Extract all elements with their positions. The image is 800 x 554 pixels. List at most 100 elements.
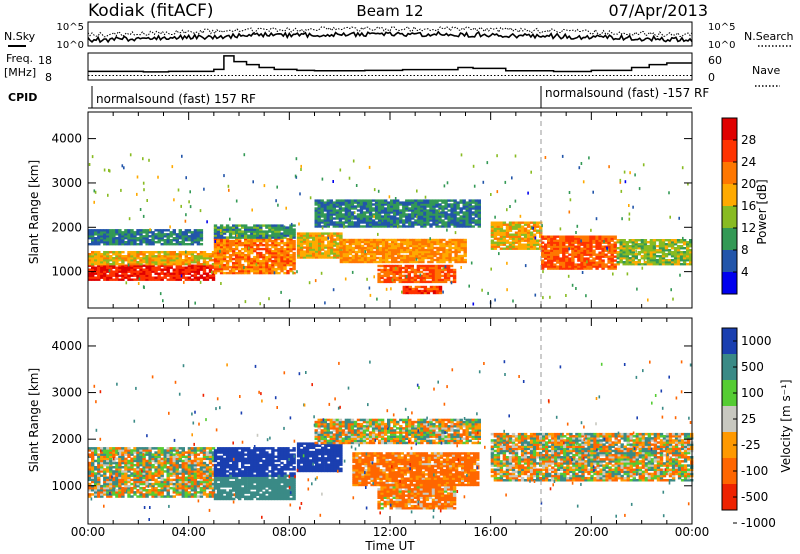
power-cell [541,253,545,256]
power-cell [380,201,385,204]
power-cell [106,268,110,271]
power-cell [474,201,478,204]
power-cell [407,278,411,282]
power-cell [553,249,557,252]
power-cell [336,234,340,237]
velocity-cell [184,451,188,454]
power-cell [347,221,352,224]
power-cell [396,219,400,222]
power-cell [586,243,590,246]
power-cell [247,239,251,243]
power-cell [450,221,454,224]
power-scatter-point [143,188,145,192]
power-cell [344,201,349,204]
power-cell [610,249,614,252]
power-cell [151,251,155,254]
power-cell [139,270,143,273]
power-cell [109,268,113,271]
velocity-cell [190,461,195,465]
power-cell [160,251,164,254]
power-cell [344,217,349,220]
velocity-cell [124,486,128,490]
power-cell [133,255,137,258]
power-cell [417,207,421,210]
power-cell [265,249,269,253]
power-cell [133,268,137,271]
power-cell [435,223,439,226]
power-cell [232,271,236,275]
velocity-cell [136,447,140,450]
power-cell [619,257,623,260]
velocity-cell [178,484,182,488]
power-cell [244,241,248,245]
power-cell [314,219,318,222]
power-cell [151,235,155,238]
power-cell [127,255,131,258]
velocity-cell [139,474,143,477]
power-cell [256,253,260,257]
power-cell [187,276,192,279]
power-cell [434,268,439,272]
power-cell [553,251,557,254]
power-cell [348,250,353,254]
cpid-segment-1: normalsound (fast) 157 RF [96,92,256,106]
power-cell [100,231,104,234]
power-cell [381,238,386,242]
power-cell [106,270,110,273]
velocity-cell [154,461,158,465]
power-cell [571,263,575,266]
power-cell [127,243,131,246]
site-title: Kodiak (fitACF) [88,1,214,21]
power-cell [247,267,251,271]
velocity-cell [154,466,158,469]
power-cell [449,264,454,268]
power-cell [277,228,281,231]
power-cell [553,239,557,242]
power-cell [268,230,272,233]
power-cell [661,249,666,252]
power-cell [490,223,495,226]
power-cell [408,291,412,295]
power-cell [256,234,260,237]
velocity-cell [100,453,104,456]
velocity-cell [193,453,198,456]
power-cell [219,253,224,257]
velocity-cell [175,461,179,465]
velocity-cell [109,493,113,496]
velocity-cell [169,449,173,452]
power-cell [271,255,275,259]
power-cell [402,211,406,214]
power-cell [553,253,557,256]
power-cell [417,223,421,226]
power-cell [259,251,263,255]
power-cell [474,199,478,202]
velocity-cell [88,468,92,471]
power-cell [253,224,257,227]
velocity-cell [136,466,140,469]
power-scatter-point [571,283,574,287]
power-cell [357,246,362,250]
power-cell [327,240,331,243]
power-scatter-point [107,193,109,197]
power-cell [682,261,687,264]
power-cell [446,276,451,280]
power-cell [589,247,593,250]
power-cell [280,263,284,267]
power-scatter-point [199,280,202,284]
power-cell [450,219,454,222]
power-cell [356,215,361,218]
power-cell [453,213,457,216]
power-cell [121,237,125,240]
power-scatter-point [298,222,300,226]
power-cell [91,233,95,236]
velocity-cell [97,459,101,463]
power-cell [375,250,380,254]
power-cell [385,244,389,248]
power-cell [435,217,439,220]
power-cell [406,246,410,250]
power-cell [676,255,681,258]
velocity-cell [160,470,164,473]
power-cell [341,217,346,220]
power-cell [556,235,560,238]
velocity-cell [115,478,119,482]
